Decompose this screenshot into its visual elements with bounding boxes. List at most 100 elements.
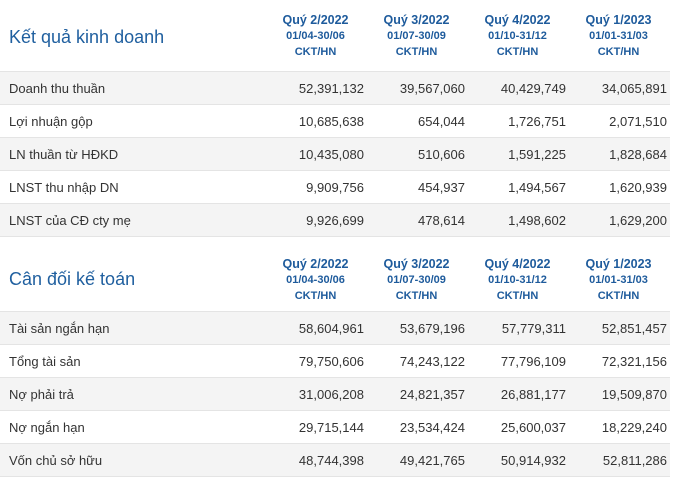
column-range: 01/07-30/09: [387, 274, 446, 287]
table-row: Tổng tài sản 79,750,606 74,243,122 77,79…: [0, 345, 670, 378]
table-row: LN thuần từ HĐKD 10,435,080 510,606 1,59…: [0, 138, 670, 171]
table-row: LNST thu nhập DN 9,909,756 454,937 1,494…: [0, 171, 670, 204]
column-unit: CKT/HN: [395, 290, 438, 303]
cell-value: 25,600,037: [500, 419, 566, 435]
balance-sheet-section: Cân đối kế toán Quý 2/2022 01/04-30/06 C…: [0, 237, 670, 477]
table-row: Tài sản ngắn hạn 58,604,961 53,679,196 5…: [0, 312, 670, 345]
column-unit: CKT/HN: [597, 46, 640, 59]
column-header-q2-2022[interactable]: Quý 2/2022 01/04-30/06 CKT/HN: [265, 0, 366, 61]
cell-value: 1,498,602: [508, 212, 566, 228]
table-row: Vốn chủ sở hữu 48,744,398 49,421,765 50,…: [0, 444, 670, 477]
column-unit: CKT/HN: [294, 46, 337, 59]
table-row: Lợi nhuận gộp 10,685,638 654,044 1,726,7…: [0, 105, 670, 138]
business-results-title: Kết quả kinh doanh: [9, 27, 165, 47]
cell-value: 9,909,756: [306, 179, 364, 195]
column-quarter: Quý 3/2022: [383, 13, 450, 27]
table-row: LNST của CĐ cty mẹ 9,926,699 478,614 1,4…: [0, 204, 670, 237]
balance-sheet-header: Cân đối kế toán Quý 2/2022 01/04-30/06 C…: [0, 237, 670, 311]
column-unit: CKT/HN: [496, 46, 539, 59]
column-range: 01/01-31/03: [589, 30, 648, 43]
cell-value: 454,937: [418, 179, 465, 195]
cell-value: 1,828,684: [609, 146, 667, 162]
column-range: 01/10-31/12: [488, 274, 547, 287]
cell-value: 34,065,891: [601, 80, 667, 96]
cell-value: 52,851,457: [601, 320, 667, 336]
column-range: 01/07-30/09: [387, 30, 446, 43]
cell-value: 2,071,510: [609, 113, 667, 129]
column-quarter: Quý 2/2022: [282, 13, 349, 27]
cell-value: 654,044: [418, 113, 465, 129]
cell-value: 19,509,870: [601, 386, 667, 402]
row-label: Nợ phải trả: [9, 386, 74, 402]
cell-value: 52,391,132: [298, 80, 364, 96]
column-range: 01/10-31/12: [488, 30, 547, 43]
cell-value: 10,685,638: [298, 113, 364, 129]
column-unit: CKT/HN: [395, 46, 438, 59]
cell-value: 1,494,567: [508, 179, 566, 195]
cell-value: 10,435,080: [298, 146, 364, 162]
column-quarter: Quý 4/2022: [484, 257, 551, 271]
row-label: LNST của CĐ cty mẹ: [9, 212, 131, 228]
cell-value: 31,006,208: [298, 386, 364, 402]
column-quarter: Quý 1/2023: [585, 257, 652, 271]
cell-value: 53,679,196: [399, 320, 465, 336]
table-row: Nợ phải trả 31,006,208 24,821,357 26,881…: [0, 378, 670, 411]
cell-value: 40,429,749: [500, 80, 566, 96]
cell-value: 24,821,357: [399, 386, 465, 402]
cell-value: 1,620,939: [609, 179, 667, 195]
cell-value: 58,604,961: [298, 320, 364, 336]
cell-value: 1,591,225: [508, 146, 566, 162]
row-label: Lợi nhuận gộp: [9, 113, 93, 129]
cell-value: 49,421,765: [399, 452, 465, 468]
cell-value: 77,796,109: [500, 353, 566, 369]
column-header-q2-2022[interactable]: Quý 2/2022 01/04-30/06 CKT/HN: [265, 237, 366, 305]
cell-value: 72,321,156: [601, 353, 667, 369]
cell-value: 79,750,606: [298, 353, 364, 369]
business-results-header: Kết quả kinh doanh Quý 2/2022 01/04-30/0…: [0, 0, 670, 71]
business-results-table: Doanh thu thuần 52,391,132 39,567,060 40…: [0, 71, 670, 237]
business-results-section: Kết quả kinh doanh Quý 2/2022 01/04-30/0…: [0, 0, 670, 237]
cell-value: 50,914,932: [500, 452, 566, 468]
cell-value: 29,715,144: [298, 419, 364, 435]
balance-sheet-title: Cân đối kế toán: [9, 269, 136, 289]
column-quarter: Quý 3/2022: [383, 257, 450, 271]
cell-value: 1,726,751: [508, 113, 566, 129]
column-header-q1-2023[interactable]: Quý 1/2023 01/01-31/03 CKT/HN: [568, 237, 669, 305]
column-header-q3-2022[interactable]: Quý 3/2022 01/07-30/09 CKT/HN: [366, 237, 467, 305]
balance-sheet-table: Tài sản ngắn hạn 58,604,961 53,679,196 5…: [0, 311, 670, 477]
column-quarter: Quý 2/2022: [282, 257, 349, 271]
cell-value: 39,567,060: [399, 80, 465, 96]
row-label: Vốn chủ sở hữu: [9, 452, 103, 468]
cell-value: 57,779,311: [501, 320, 566, 336]
cell-value: 52,811,286: [602, 452, 667, 468]
row-label: Nợ ngắn hạn: [9, 419, 85, 435]
column-unit: CKT/HN: [496, 290, 539, 303]
column-header-q4-2022[interactable]: Quý 4/2022 01/10-31/12 CKT/HN: [467, 0, 568, 61]
row-label: Tổng tài sản: [9, 353, 81, 369]
row-label: LNST thu nhập DN: [9, 179, 119, 195]
cell-value: 18,229,240: [601, 419, 667, 435]
column-quarter: Quý 4/2022: [484, 13, 551, 27]
column-unit: CKT/HN: [597, 290, 640, 303]
column-range: 01/04-30/06: [286, 30, 345, 43]
column-range: 01/04-30/06: [286, 274, 345, 287]
cell-value: 26,881,177: [500, 386, 566, 402]
table-row: Doanh thu thuần 52,391,132 39,567,060 40…: [0, 72, 670, 105]
column-quarter: Quý 1/2023: [585, 13, 652, 27]
cell-value: 9,926,699: [306, 212, 364, 228]
cell-value: 74,243,122: [399, 353, 465, 369]
column-header-q3-2022[interactable]: Quý 3/2022 01/07-30/09 CKT/HN: [366, 0, 467, 61]
cell-value: 48,744,398: [298, 452, 364, 468]
row-label: Doanh thu thuần: [9, 80, 106, 96]
column-header-q4-2022[interactable]: Quý 4/2022 01/10-31/12 CKT/HN: [467, 237, 568, 305]
cell-value: 478,614: [418, 212, 465, 228]
cell-value: 510,606: [418, 146, 465, 162]
row-label: Tài sản ngắn hạn: [9, 320, 110, 336]
table-row: Nợ ngắn hạn 29,715,144 23,534,424 25,600…: [0, 411, 670, 444]
cell-value: 1,629,200: [609, 212, 667, 228]
row-label: LN thuần từ HĐKD: [9, 146, 119, 162]
cell-value: 23,534,424: [399, 419, 465, 435]
column-unit: CKT/HN: [294, 290, 337, 303]
column-header-q1-2023[interactable]: Quý 1/2023 01/01-31/03 CKT/HN: [568, 0, 669, 61]
column-range: 01/01-31/03: [589, 274, 648, 287]
